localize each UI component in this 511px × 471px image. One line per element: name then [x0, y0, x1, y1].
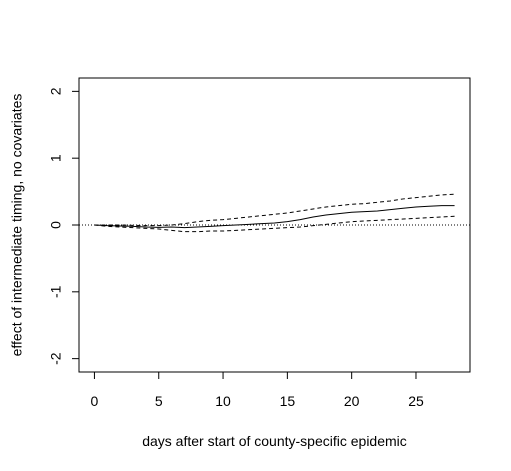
- y-axis-label: effect of intermediate timing, no covari…: [9, 94, 25, 357]
- y-tick-label: -1: [48, 285, 64, 298]
- y-tick-label: 1: [48, 154, 64, 162]
- x-tick-label: 0: [91, 393, 99, 409]
- x-tick-label: 20: [344, 393, 360, 409]
- series-layer: [94, 193, 455, 233]
- estimate-line: [94, 205, 455, 229]
- y-axis: -2 -1 0 1 2: [48, 87, 80, 365]
- x-tick-label: 15: [280, 393, 296, 409]
- x-axis: 0 5 10 15 20 25: [91, 371, 424, 409]
- x-tick-label: 25: [408, 393, 424, 409]
- x-tick-label: 10: [215, 393, 231, 409]
- lower-bound-line: [94, 215, 455, 233]
- x-tick-label: 5: [155, 393, 163, 409]
- y-tick-label: 2: [48, 87, 64, 95]
- upper-bound-line: [94, 193, 455, 227]
- y-tick-label: -2: [48, 352, 64, 365]
- x-axis-label: days after start of county-specific epid…: [142, 433, 407, 449]
- y-tick-label: 0: [48, 221, 64, 229]
